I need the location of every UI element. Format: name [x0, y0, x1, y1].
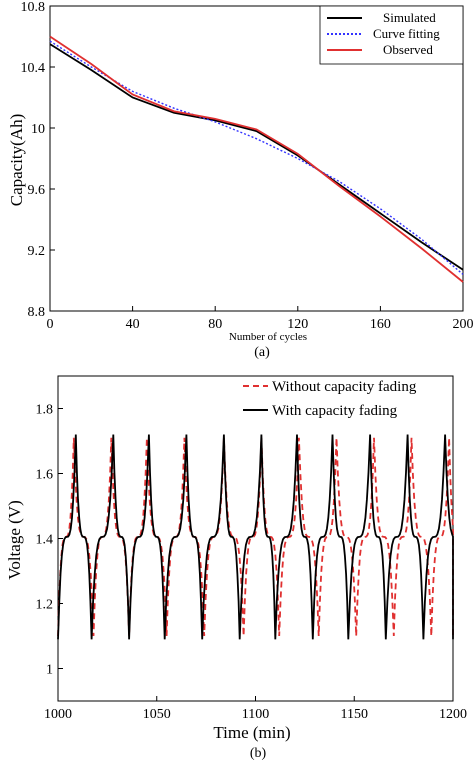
chart-a-caption: (a): [254, 345, 270, 360]
xtick-label: 160: [370, 317, 391, 332]
ytick-label: 8.8: [28, 305, 46, 320]
chart-b-ticks: 1000 1050 1100 1150 1200 1 1.2 1.4 1.6 1.8: [36, 403, 468, 723]
ytick-label: 1.8: [36, 403, 54, 418]
ytick-label: 10.8: [21, 0, 46, 15]
chart-b-legend: Without capacity fading With capacity fa…: [243, 379, 417, 419]
chart-a-ticks: 0 40 80 120 160 200 8.8 9.2 9.6 10 10.4 10.8: [21, 0, 474, 332]
xtick-label: 0: [47, 317, 54, 332]
legend-label-with-fading: With capacity fading: [272, 403, 398, 419]
series-line-observed: [49, 35, 464, 283]
xtick-label: 1200: [439, 707, 467, 722]
xtick-label: 120: [287, 317, 308, 332]
legend-label-without-fading: Without capacity fading: [272, 379, 417, 395]
chart-b-caption: (b): [250, 746, 267, 761]
ytick-label: 1.2: [36, 598, 54, 613]
legend-label-curve-fitting: Curve fitting: [373, 26, 440, 41]
xtick-label: 40: [126, 317, 140, 332]
ytick-label: 1.4: [36, 533, 54, 548]
legend-label-simulated: Simulated: [383, 10, 436, 25]
series-line-simulated: [49, 43, 464, 271]
chart-b: 1000 1050 1100 1150 1200 1 1.2 1.4 1.6 1.8 Voltag…: [5, 375, 468, 761]
chart-a: 0 40 80 120 160 200 8.8 9.2 9.6 10 10.4 10.8 Capaci…: [7, 0, 474, 360]
chart-a-lines: [49, 35, 464, 283]
chart-b-xlabel: Time (min): [213, 723, 290, 742]
series-line-with-fading: [57, 434, 454, 640]
ytick-label: 10: [31, 122, 45, 137]
legend-label-observed: Observed: [383, 42, 433, 57]
xtick-label: 1000: [44, 707, 72, 722]
ytick-label: 1.6: [36, 468, 54, 483]
xtick-label: 1050: [143, 707, 171, 722]
ytick-label: 9.2: [28, 244, 46, 259]
chart-a-legend: Simulated Curve fitting Observed: [319, 5, 464, 65]
ytick-label: 1: [46, 663, 53, 678]
chart-b-ylabel: Voltage (V): [5, 500, 24, 579]
ytick-label: 9.6: [28, 183, 46, 198]
chart-b-lines: [57, 434, 454, 640]
xtick-label: 1150: [341, 707, 368, 722]
chart-a-ylabel: Capacity(Ah): [7, 114, 26, 207]
chart-a-xlabel: Number of cycles: [229, 331, 307, 343]
ytick-label: 10.4: [21, 61, 46, 76]
xtick-label: 80: [208, 317, 222, 332]
xtick-label: 1100: [242, 707, 269, 722]
xtick-label: 200: [453, 317, 474, 332]
